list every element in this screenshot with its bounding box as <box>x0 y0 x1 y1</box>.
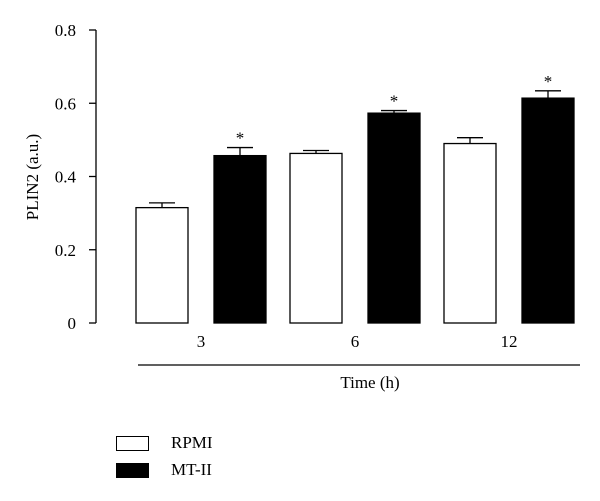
x-tick-label: 12 <box>501 332 518 351</box>
y-tick-label: 0.2 <box>55 241 76 260</box>
legend-swatch-mt-ii <box>116 462 149 478</box>
legend: RPMI MT-II <box>116 432 213 486</box>
legend-label-mt-ii: MT-II <box>171 460 212 479</box>
y-axis: 0 0.2 0.4 0.6 0.8 <box>55 21 97 333</box>
bar-rpmi-6 <box>289 152 343 324</box>
x-axis: 3 6 12 <box>138 332 580 366</box>
bar-rpmi-3 <box>135 206 189 324</box>
bar-mt-ii-6 <box>367 112 421 324</box>
x-tick-label: 6 <box>351 332 360 351</box>
bar-mt-ii-3 <box>213 154 267 324</box>
significance-marker: * <box>390 92 399 111</box>
x-axis-label: Time (h) <box>340 373 399 392</box>
bar-rpmi-12 <box>443 142 497 324</box>
legend-label-rpmi: RPMI <box>171 433 213 452</box>
bar-mt-ii-12 <box>521 97 575 324</box>
significance-marker: * <box>544 72 553 91</box>
legend-item-mt-ii: MT-II <box>116 459 213 481</box>
y-axis-label: PLIN2 (a.u.) <box>23 134 42 220</box>
y-tick-label: 0.8 <box>55 21 76 40</box>
x-tick-label: 3 <box>197 332 206 351</box>
legend-item-rpmi: RPMI <box>116 432 213 454</box>
bars: * * * <box>135 72 575 324</box>
y-tick-label: 0 <box>68 314 77 333</box>
y-tick-label: 0.4 <box>55 168 77 187</box>
y-tick-label: 0.6 <box>55 94 76 113</box>
legend-swatch-rpmi <box>116 435 149 451</box>
significance-marker: * <box>236 129 245 148</box>
